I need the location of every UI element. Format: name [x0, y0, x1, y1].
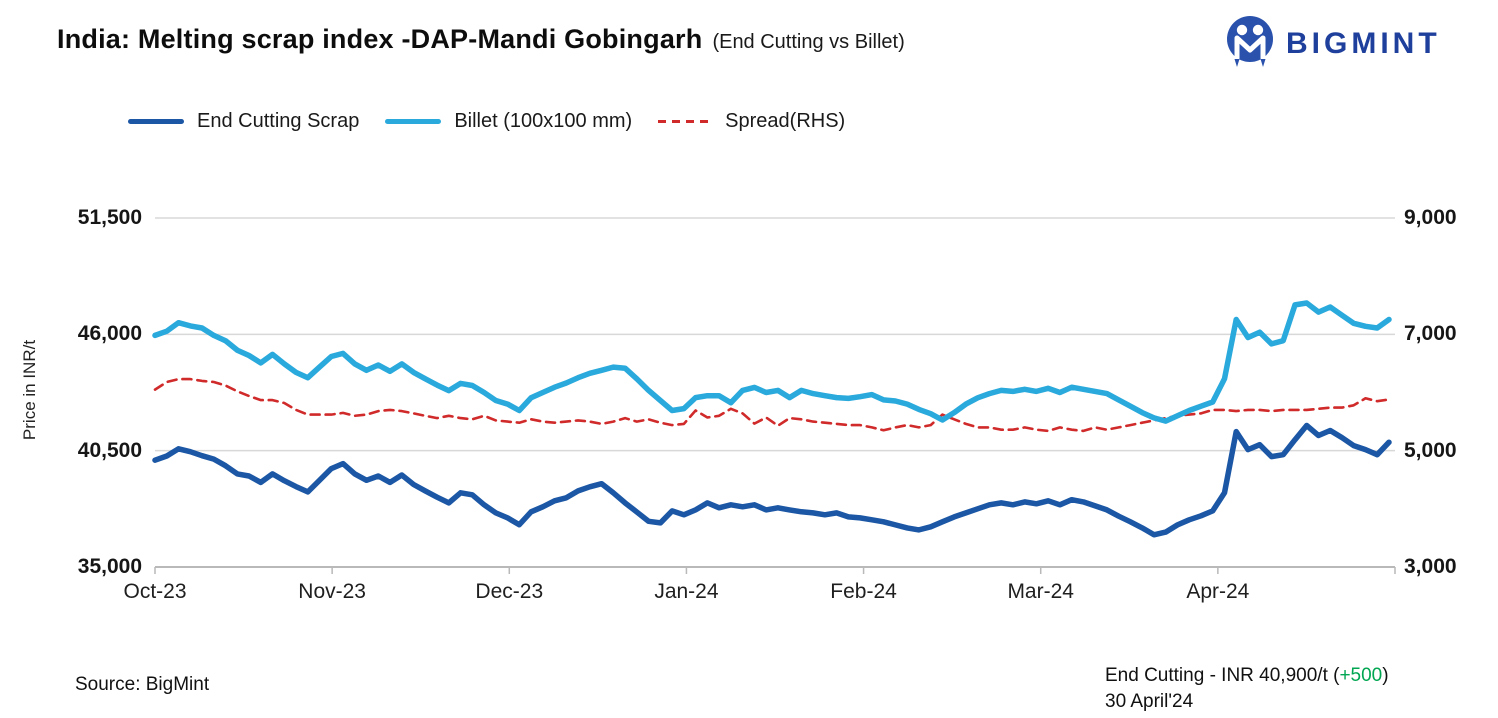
page-title: India: Melting scrap index -DAP-Mandi Go…: [57, 24, 703, 54]
series-line-end-cutting-scrap: [152, 422, 1392, 538]
series-line-spread-rhs: [153, 377, 1391, 433]
bigmint-logo: BIGMINT: [1224, 13, 1441, 74]
legend-label: Spread(RHS): [725, 110, 846, 132]
series-line-billet-100x100-mm: [152, 300, 1392, 424]
page-subtitle: (End Cutting vs Billet): [712, 31, 905, 53]
legend: End Cutting Scrap Billet (100x100 mm) Spre…: [128, 110, 845, 133]
price-change-value: +500: [1339, 665, 1383, 686]
bigmint-logo-text: BIGMINT: [1286, 26, 1441, 60]
legend-item: End Cutting Scrap: [128, 110, 359, 133]
legend-label: Billet (100x100 mm): [454, 110, 633, 132]
price-note-line1: End Cutting - INR 40,900/t (+500): [1105, 663, 1389, 689]
price-note-text: End Cutting - INR 40,900/t (: [1105, 665, 1340, 686]
legend-label: End Cutting Scrap: [197, 110, 360, 132]
price-note: End Cutting - INR 40,900/t (+500) 30 Apr…: [1105, 663, 1389, 715]
legend-item: Billet (100x100 mm): [385, 110, 632, 133]
page-title-block: India: Melting scrap index -DAP-Mandi Go…: [57, 24, 905, 55]
legend-swatch: [128, 119, 184, 124]
source-text: Source: BigMint: [75, 674, 210, 695]
price-note-date: 30 April'24: [1105, 691, 1194, 712]
legend-swatch: [385, 119, 442, 124]
bigmint-logo-icon: [1224, 13, 1276, 74]
legend-swatch: [658, 120, 713, 123]
price-note-close: ): [1382, 665, 1389, 686]
legend-item: Spread(RHS): [658, 110, 845, 133]
